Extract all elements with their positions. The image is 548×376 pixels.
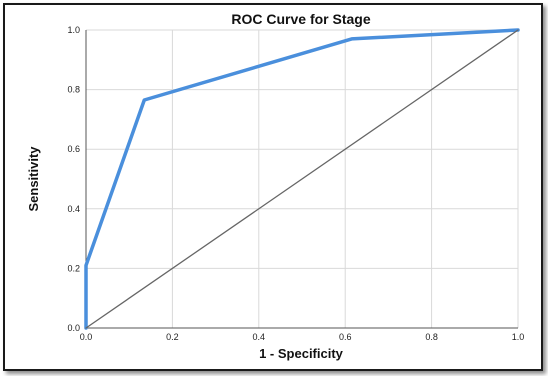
x-tick-label: 0.8 <box>425 332 438 342</box>
x-tick-label: 1.0 <box>512 332 525 342</box>
y-tick-label: 0.0 <box>67 323 80 333</box>
x-tick-label: 0.6 <box>339 332 352 342</box>
roc-curve-line <box>84 28 520 330</box>
x-tick-label: 0.2 <box>166 332 179 342</box>
x-tick-label: 0.0 <box>80 332 93 342</box>
y-tick-label: 0.8 <box>67 85 80 95</box>
reference-diagonal-line <box>85 29 519 329</box>
y-tick-label: 1.0 <box>67 25 80 35</box>
chart-title: ROC Curve for Stage <box>231 11 370 27</box>
y-tick-label: 0.4 <box>67 204 80 214</box>
x-tick-label: 0.4 <box>253 332 266 342</box>
x-axis-label: 1 - Specificity <box>259 346 344 361</box>
chart-frame <box>3 3 543 371</box>
y-axis-label: Sensitivity <box>26 146 41 212</box>
y-tick-label: 0.2 <box>67 263 80 273</box>
y-tick-label: 0.6 <box>67 144 80 154</box>
